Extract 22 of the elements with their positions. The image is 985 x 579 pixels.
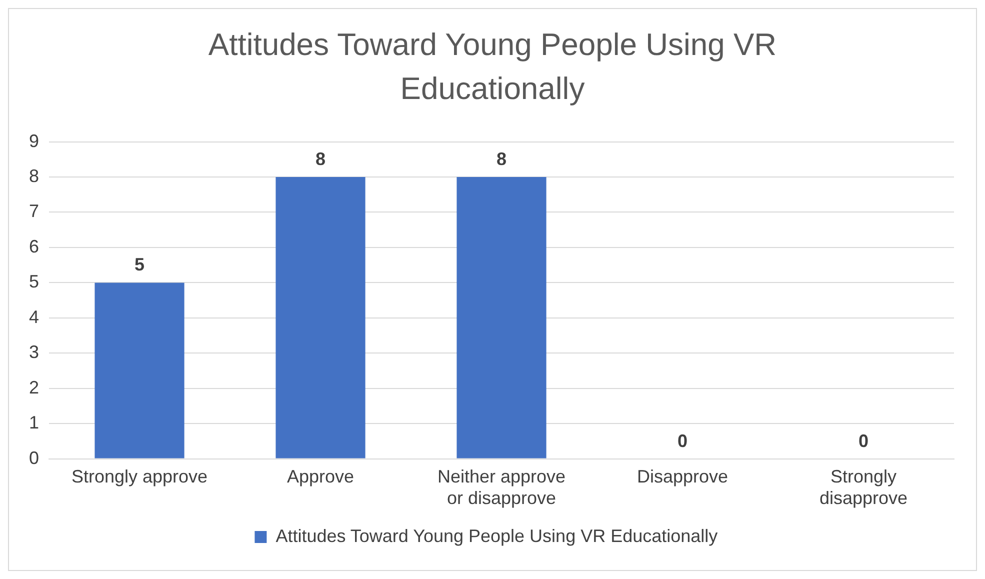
x-tick-label: Strongly disapprove — [819, 466, 908, 508]
data-label: 0 — [677, 430, 688, 451]
data-label: 0 — [858, 430, 869, 451]
x-tick-label: Disapprove — [636, 466, 728, 487]
y-tick-label: 9 — [28, 130, 40, 151]
y-tick-label: 4 — [28, 306, 40, 327]
y-tick-label: 3 — [28, 342, 40, 362]
legend-label: Attitudes Toward Young People Using VR Educationally — [276, 526, 718, 546]
x-tick-label: Approve — [286, 466, 354, 487]
x-tick-label: Neither approve or disapprove — [437, 466, 566, 508]
y-tick-label: 6 — [28, 236, 40, 256]
data-label: 5 — [134, 254, 145, 275]
y-tick-label: 7 — [28, 201, 40, 222]
x-tick-label: Strongly approve — [71, 466, 208, 487]
data-label: 8 — [316, 148, 326, 169]
y-tick-label: 2 — [28, 377, 40, 398]
y-tick-label: 0 — [28, 448, 40, 468]
chart-title: Attitudes Toward Young People Using VR Educationally — [207, 26, 778, 108]
data-label: 8 — [496, 148, 507, 169]
y-tick-label: 1 — [28, 412, 40, 433]
y-tick-label: 8 — [28, 166, 40, 186]
y-tick-label: 5 — [28, 272, 40, 292]
